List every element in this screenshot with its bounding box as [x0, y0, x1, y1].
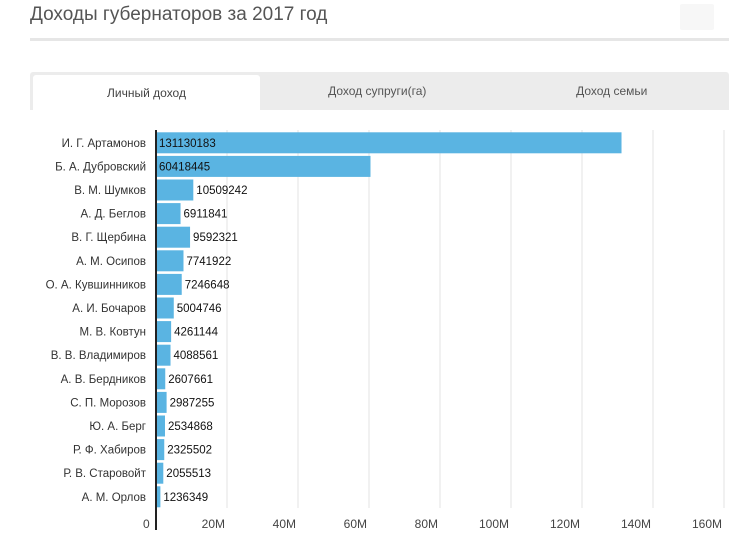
category-label: Р. В. Старовойт	[63, 468, 146, 480]
bar	[156, 344, 171, 366]
title-divider	[30, 38, 729, 41]
bar	[156, 391, 167, 413]
data-label: 7246648	[185, 279, 230, 291]
tick-label: 80M	[415, 517, 438, 531]
data-label: 6911841	[184, 209, 228, 221]
data-label: 4261144	[174, 327, 219, 339]
tick-label: 160M	[692, 517, 722, 531]
category-label: В. В. Владимиров	[51, 350, 146, 362]
data-label: 10509242	[196, 185, 247, 197]
category-label: А. Д. Беглов	[81, 209, 146, 221]
data-label: 1236349	[163, 492, 208, 504]
bar	[156, 439, 165, 461]
data-label: 4088561	[174, 350, 219, 362]
bar	[156, 226, 191, 248]
bar	[156, 415, 165, 437]
tick-label: 0	[143, 517, 150, 531]
data-label: 60418445	[159, 161, 210, 173]
tick-label: 120M	[550, 517, 580, 531]
tab-family-income[interactable]: Доход семьи	[576, 84, 648, 98]
bar	[156, 368, 166, 390]
category-label: Ю. А. Берг	[89, 421, 146, 433]
tick-label: 60M	[344, 517, 367, 531]
tab-bar: Личный доход Доход супруги(га) Доход сем…	[30, 72, 729, 110]
data-label: 2987255	[170, 397, 215, 409]
data-label: 2607661	[168, 374, 213, 386]
category-label: В. Г. Щербина	[71, 232, 146, 244]
tick-label: 20M	[202, 517, 225, 531]
category-label: С. П. Морозов	[70, 397, 146, 409]
data-label: 131130183	[159, 138, 216, 150]
tick-label: 40M	[273, 517, 296, 531]
bar	[156, 203, 181, 225]
category-label: Р. Ф. Хабиров	[73, 445, 146, 457]
menu-icon[interactable]	[680, 4, 714, 30]
category-label: М. В. Ковтун	[80, 327, 146, 339]
data-label: 2055513	[166, 468, 211, 480]
bar	[156, 179, 194, 201]
data-label: 2325502	[167, 445, 212, 457]
bar	[156, 486, 161, 508]
bar	[156, 250, 184, 272]
category-label: В. М. Шумков	[74, 185, 146, 197]
category-label: А. И. Бочаров	[72, 303, 146, 315]
bar	[156, 297, 174, 319]
bar	[156, 462, 164, 484]
tab-personal-income[interactable]: Личный доход	[33, 75, 260, 110]
category-label: А. М. Орлов	[82, 492, 146, 504]
data-label: 7741922	[186, 256, 231, 268]
tick-label: 100M	[479, 517, 509, 531]
tick-label: 140M	[621, 517, 651, 531]
category-label: А. М. Осипов	[76, 256, 146, 268]
category-label: О. А. Кувшинников	[46, 279, 146, 291]
bar	[156, 132, 622, 154]
page-title: Доходы губернаторов за 2017 год	[30, 4, 328, 25]
data-label: 9592321	[193, 232, 238, 244]
bar	[156, 273, 182, 295]
category-label: А. В. Бердников	[61, 374, 146, 386]
tab-spouse-income[interactable]: Доход супруги(га)	[328, 84, 427, 98]
bar	[156, 155, 371, 177]
bar	[156, 321, 172, 343]
category-label: И. Г. Артамонов	[62, 138, 146, 150]
data-label: 5004746	[177, 303, 222, 315]
category-label: Б. А. Дубровский	[55, 161, 146, 173]
data-label: 2534868	[168, 421, 213, 433]
